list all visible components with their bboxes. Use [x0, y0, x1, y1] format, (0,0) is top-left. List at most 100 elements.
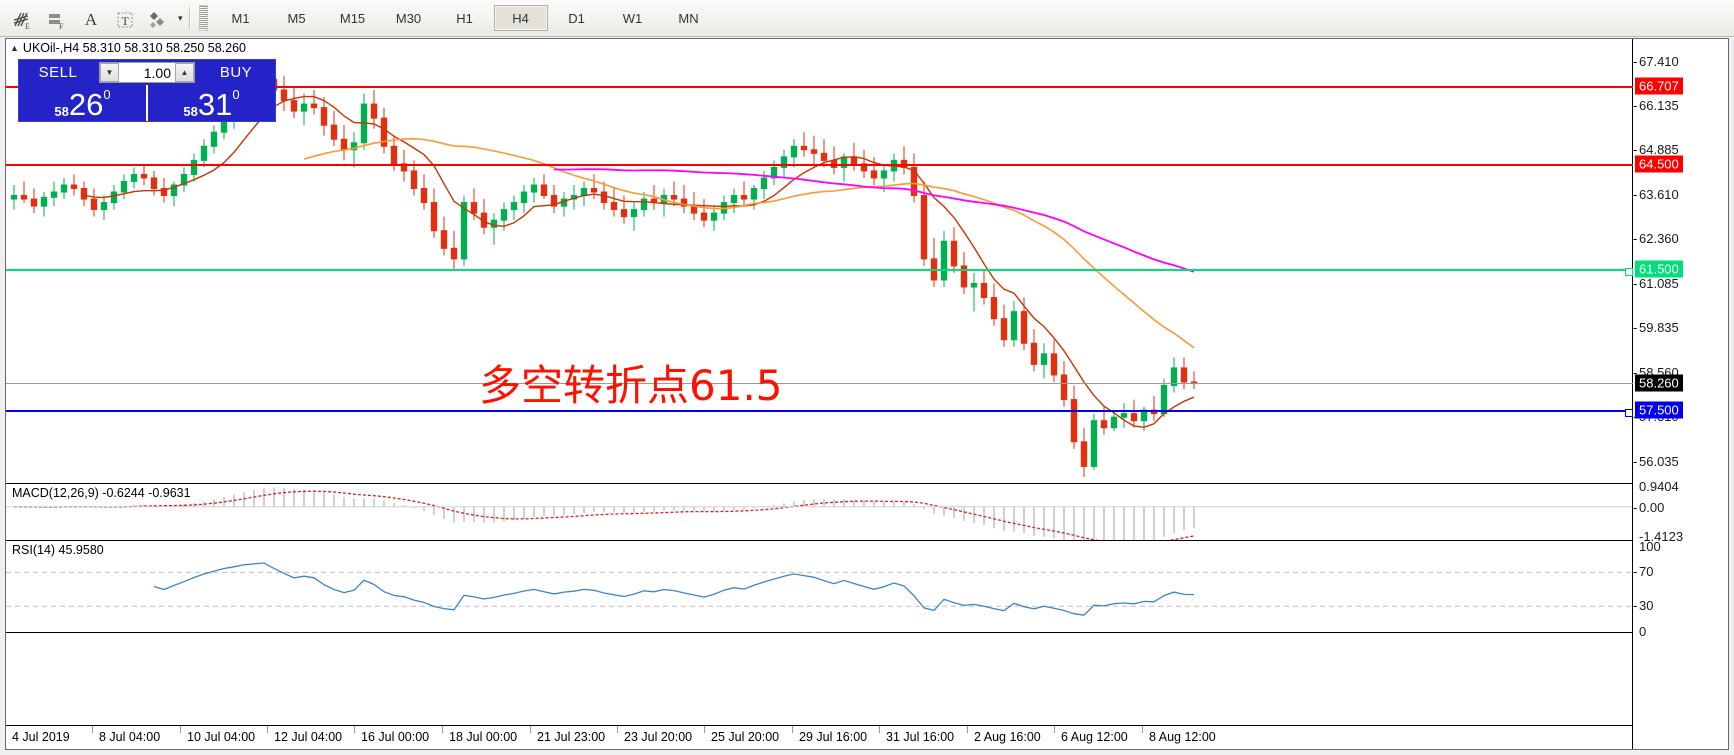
buy-price-fraction: 0: [232, 87, 240, 102]
price-tick: -59.835: [1633, 319, 1679, 335]
time-axis-label: 8 Jul 04:00: [92, 726, 160, 744]
level-line-resistance-2[interactable]: [6, 163, 1633, 166]
crosshair-grid-icon[interactable]: F: [40, 6, 74, 34]
level-line-support-57-5[interactable]: [6, 409, 1633, 418]
candle-body: [680, 198, 688, 207]
price-scale[interactable]: -67.410 -66.135 -64.885 -63.610 -62.360 -61.0…: [1632, 39, 1728, 749]
timeframe-m1[interactable]: M1: [231, 10, 250, 26]
volume-decrease-button[interactable]: ▼: [100, 63, 119, 82]
price-tag-black[interactable]: 58.260: [1635, 374, 1683, 392]
candle-body: [340, 138, 348, 151]
candle-body: [750, 188, 758, 200]
level-line-pivot-61-5[interactable]: [6, 268, 1633, 277]
objects-icon[interactable]: [142, 6, 176, 34]
indicators-icon[interactable]: E: [6, 6, 40, 34]
price-pane[interactable]: [6, 39, 1633, 484]
time-axis[interactable]: 4 Jul 2019 8 Jul 04:00 10 Jul 04:00 12 Jul …: [6, 725, 1633, 749]
timeframe-m5[interactable]: M5: [287, 10, 306, 26]
candle-body: [530, 184, 538, 193]
candle-body: [620, 209, 628, 218]
timeframe-d1[interactable]: D1: [568, 10, 585, 26]
level-line-current-price[interactable]: [6, 383, 1633, 385]
timeframe-h1[interactable]: H1: [456, 10, 473, 26]
symbol-ohlc-label: UKOil-,H4 58.310 58.310 58.250 58.260: [22, 41, 246, 55]
time-axis-label: 2 Aug 16:00: [967, 726, 1041, 744]
time-axis-separator: [879, 726, 880, 733]
candle-body: [410, 170, 418, 190]
candle-body: [1110, 416, 1118, 429]
svg-text:F: F: [59, 22, 64, 30]
candle-body: [180, 173, 188, 186]
candle-body: [670, 195, 678, 200]
candle-body: [800, 145, 808, 151]
candle-body: [1080, 441, 1088, 467]
timeframe-h4[interactable]: H4: [493, 5, 548, 31]
candle-body: [190, 159, 198, 175]
rsi-line: [153, 562, 1195, 616]
time-axis-label: 8 Aug 12:00: [1142, 726, 1216, 744]
timeframe-toolbar-grip[interactable]: [198, 5, 208, 31]
volume-input[interactable]: 1.00: [119, 63, 175, 82]
time-axis-separator: [530, 726, 531, 733]
candle-body: [1070, 399, 1078, 443]
time-axis-separator: [967, 726, 968, 733]
time-axis-label: 12 Jul 04:00: [267, 726, 342, 744]
candle-body: [310, 103, 318, 109]
candle-body: [70, 184, 78, 190]
candle-body: [60, 184, 68, 193]
symbol-header: ▲ UKOil-,H4 58.310 58.310 58.250 58.260: [10, 41, 246, 55]
time-axis-label: 29 Jul 16:00: [792, 726, 867, 744]
chart-window[interactable]: 多空转折点61.5 ▲ UKOil-,H4 58.310 58.310 58.2…: [5, 38, 1729, 750]
chart-annotation-text: 多空转折点61.5: [479, 361, 783, 410]
candle-body: [990, 297, 998, 320]
candle-body: [30, 198, 38, 207]
timeframe-mn[interactable]: MN: [678, 10, 699, 26]
candle-body: [440, 230, 448, 249]
candle-body: [1000, 318, 1008, 341]
time-axis-separator: [617, 726, 618, 733]
candle-body: [1100, 420, 1108, 429]
timeframe-m15[interactable]: M15: [339, 10, 366, 26]
candle-body: [1060, 374, 1068, 401]
volume-increase-button[interactable]: ▲: [175, 63, 194, 82]
buy-button[interactable]: BUY: [197, 60, 275, 85]
level-handle[interactable]: [1625, 268, 1633, 277]
time-axis-separator: [180, 726, 181, 733]
objects-dropdown-caret-icon[interactable]: ▾: [178, 12, 183, 23]
candle-body: [1030, 342, 1038, 365]
macd-pane[interactable]: MACD(12,26,9) -0.6244 -0.9631: [6, 484, 1633, 541]
price-tag-blue[interactable]: 57.500: [1635, 401, 1683, 419]
collapse-arrow-icon[interactable]: ▲: [10, 43, 19, 53]
price-tag-red[interactable]: 64.500: [1635, 155, 1683, 173]
sell-button[interactable]: SELL: [19, 60, 97, 85]
candle-body: [150, 177, 158, 190]
price-tag-red[interactable]: 66.707: [1635, 77, 1683, 95]
text-label-icon[interactable]: A: [84, 10, 98, 29]
level-handle[interactable]: [1625, 409, 1633, 418]
candle-body: [330, 124, 338, 140]
candle-body: [780, 156, 788, 168]
candle-body: [160, 188, 168, 197]
candle-body: [600, 191, 608, 204]
volume-stepper[interactable]: ▼ 1.00 ▲: [99, 62, 195, 83]
one-click-trading-panel[interactable]: SELL ▼ 1.00 ▲ BUY 58 26 0 58 31 0: [18, 59, 276, 122]
timeframe-w1[interactable]: W1: [622, 10, 643, 26]
sell-price-integer: 58: [54, 104, 69, 119]
candle-body: [760, 177, 768, 190]
time-axis-separator: [354, 726, 355, 733]
level-line-resistance-1[interactable]: [6, 86, 1633, 89]
rsi-pane[interactable]: RSI(14) 45.9580: [6, 541, 1633, 633]
timeframe-m30[interactable]: M30: [395, 10, 422, 26]
candle-body: [20, 195, 28, 200]
price-tag-green[interactable]: 61.500: [1635, 260, 1683, 278]
candle-body: [320, 107, 328, 126]
buy-price-display[interactable]: 58 31 0: [146, 85, 275, 121]
text-object-icon[interactable]: T: [108, 6, 142, 34]
candle-body: [430, 202, 438, 232]
sell-price-display[interactable]: 58 26 0: [19, 85, 146, 121]
candle-body: [420, 188, 428, 204]
ma-line-magenta: [553, 168, 1195, 273]
time-axis-label: 4 Jul 2019: [12, 730, 70, 744]
candle-body: [120, 180, 128, 193]
candle-body: [510, 202, 518, 211]
